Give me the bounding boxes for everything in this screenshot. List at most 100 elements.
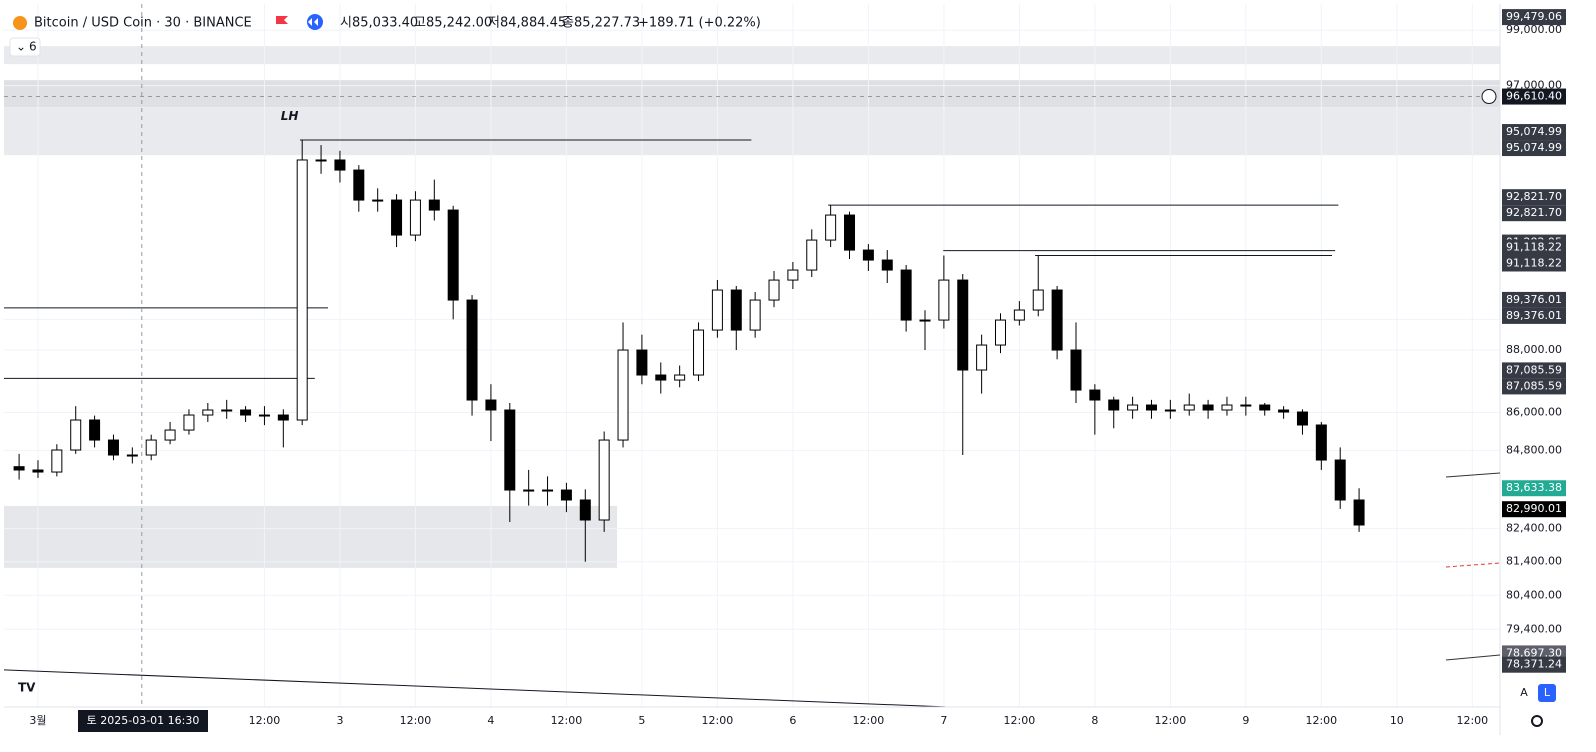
candle-body <box>447 209 459 301</box>
candle-body <box>89 419 101 441</box>
price-label-box <box>1502 88 1566 105</box>
candle-body <box>1221 404 1233 411</box>
plot-area <box>3 4 1500 708</box>
candle-body <box>1089 389 1101 401</box>
x-tick-label: 9 <box>1242 714 1249 727</box>
candle-body <box>240 409 252 416</box>
logo[interactable]: TV <box>18 681 36 695</box>
candle-body <box>485 399 497 411</box>
candle-body <box>1032 289 1044 311</box>
candle-body <box>1315 424 1327 461</box>
price-label-box <box>1502 480 1566 497</box>
flag-icon[interactable] <box>276 16 288 24</box>
zone <box>4 46 1500 65</box>
candle-body <box>372 199 384 202</box>
candle-body <box>315 159 327 162</box>
candle-body <box>1164 409 1176 412</box>
x-tick-label: 12:00 <box>400 714 432 727</box>
candle-body <box>598 439 610 521</box>
candle-body <box>13 466 25 471</box>
candle-body <box>428 199 440 211</box>
zone <box>4 80 1500 108</box>
x-tick-label: 5 <box>638 714 645 727</box>
ohlc-label: 시 <box>340 16 352 31</box>
x-tick-label: 12:00 <box>702 714 734 727</box>
indicator-toggle[interactable] <box>9 37 41 57</box>
candle-body <box>976 344 988 371</box>
candle-body <box>844 214 856 251</box>
candle-body <box>862 249 874 261</box>
y-tick-label: 88,000.00 <box>1506 343 1562 356</box>
candle-body <box>881 259 893 271</box>
settings-button[interactable] <box>1531 715 1543 727</box>
candle-body <box>504 409 516 491</box>
candle-body <box>542 489 554 492</box>
annotation: LH <box>281 109 299 123</box>
price-label: 95,074.99 <box>1506 141 1562 154</box>
candle-body <box>1240 404 1252 407</box>
price-label-box <box>1502 239 1566 256</box>
candle-body <box>938 279 950 321</box>
ohlc-label: 저 <box>488 16 500 31</box>
candle-body <box>126 454 138 457</box>
crosshair-time-box <box>78 710 208 732</box>
log-button[interactable] <box>1538 684 1556 702</box>
chevron: ⌄ <box>16 40 26 54</box>
candle-body <box>1202 404 1214 411</box>
price-label: 78,697.30 <box>1506 646 1562 659</box>
price-label: 91,118.22 <box>1506 256 1562 269</box>
candle-body <box>560 489 572 501</box>
price-label-box <box>1502 362 1566 379</box>
x-tick-label: 3월 <box>29 714 46 727</box>
candle-body <box>409 199 421 236</box>
zone <box>4 505 618 568</box>
candle-body <box>466 299 478 401</box>
ohlc-value: 85,033.40 <box>352 16 418 31</box>
ohlc-value: 84,884.45 <box>500 16 566 31</box>
x-tick-label: 12:00 <box>853 714 885 727</box>
candle-body <box>674 374 686 381</box>
candle-body <box>1108 399 1120 411</box>
log-label: L <box>1544 686 1551 699</box>
price-label-box <box>1502 501 1566 518</box>
candle-body <box>617 349 629 441</box>
y-tick-label: 82,400.00 <box>1506 522 1562 535</box>
symbol-title[interactable]: Bitcoin / USD Coin · 30 · BINANCE <box>34 16 252 31</box>
price-label: 83,633.38 <box>1506 481 1562 494</box>
candle-body <box>1334 459 1346 501</box>
price-label: 89,376.01 <box>1506 309 1562 322</box>
price-label: 87,085.59 <box>1506 363 1562 376</box>
x-tick-label: 10 <box>1390 714 1404 727</box>
candle-body <box>277 414 289 421</box>
candle-body <box>296 159 308 421</box>
add-alert-button[interactable] <box>1481 89 1497 105</box>
zone <box>4 107 1500 156</box>
candle-body <box>900 269 912 321</box>
candle-body <box>655 374 667 381</box>
ohlc-label: 종 <box>562 16 574 31</box>
x-tick-label: 3 <box>336 714 343 727</box>
x-tick-label: 12:00 <box>1155 714 1187 727</box>
candle-body <box>1051 289 1063 351</box>
candle-body <box>107 439 119 456</box>
candle-body <box>957 279 969 371</box>
y-tick-label: 81,400.00 <box>1506 555 1562 568</box>
x-tick-label: 12:00 <box>1305 714 1337 727</box>
price-label: 92,821.70 <box>1506 190 1562 203</box>
candle-body <box>51 449 63 473</box>
price-label: 91,118.22 <box>1506 240 1562 253</box>
projection-line <box>1445 562 1501 568</box>
candle-body <box>636 349 648 376</box>
candle-body <box>919 319 931 322</box>
y-tick-label: 97,000.00 <box>1506 79 1562 92</box>
price-label: 99,479.06 <box>1506 10 1562 23</box>
candle-body <box>1070 349 1082 391</box>
candle-body <box>749 299 761 331</box>
y-tick-label: 84,800.00 <box>1506 444 1562 457</box>
price-label-box <box>1502 656 1566 673</box>
symbol-icon <box>13 16 27 30</box>
candle-body <box>787 269 799 281</box>
ohlc-value: 85,227.73 <box>574 16 640 31</box>
auto-button[interactable] <box>1515 684 1533 702</box>
